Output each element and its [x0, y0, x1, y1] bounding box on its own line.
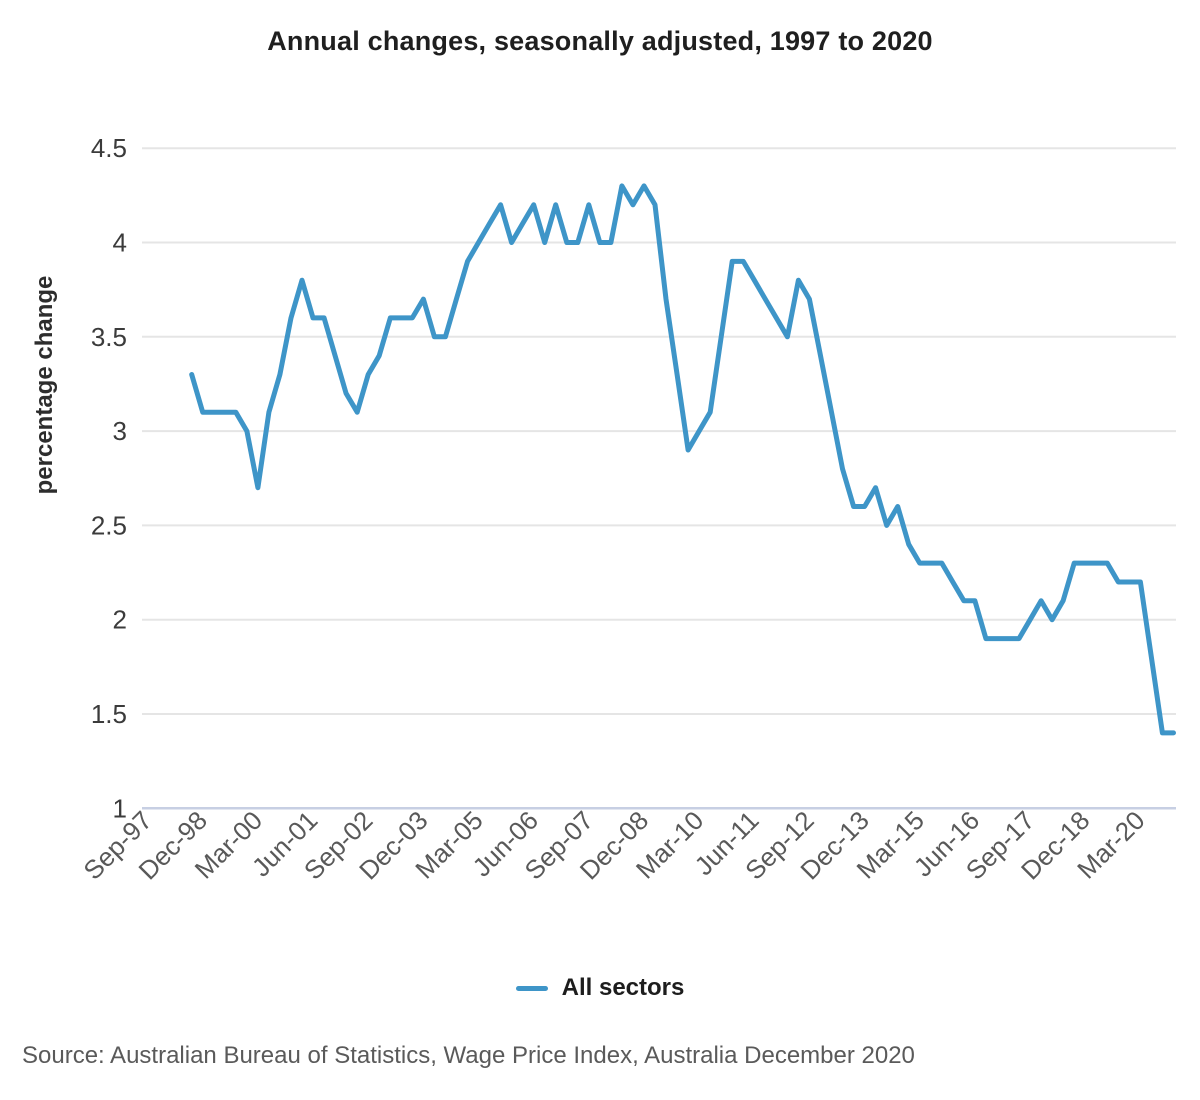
y-axis-tick-label: 4.5	[91, 133, 127, 163]
y-axis-tick-label: 4	[113, 228, 127, 258]
chart-legend: All sectors	[0, 974, 1200, 1002]
source-note: Source: Australian Bureau of Statistics,…	[22, 1042, 915, 1069]
all-sectors-line-swatch	[515, 985, 548, 991]
y-axis-title: percentage change	[31, 276, 58, 495]
all-sectors-data-line	[189, 183, 1176, 736]
y-axis-tick-label: 1	[113, 793, 127, 823]
y-axis-tick-label: 1.5	[91, 699, 127, 729]
chart-title: Annual changes, seasonally adjusted, 199…	[267, 26, 933, 56]
y-axis-tick-label: 3.5	[91, 322, 127, 352]
y-axis-tick-label: 2	[113, 605, 127, 635]
y-axis-tick-label: 2.5	[91, 510, 127, 540]
y-axis-tick-label: 3	[113, 416, 127, 446]
legend-label-all-sectors: All sectors	[561, 974, 685, 1001]
